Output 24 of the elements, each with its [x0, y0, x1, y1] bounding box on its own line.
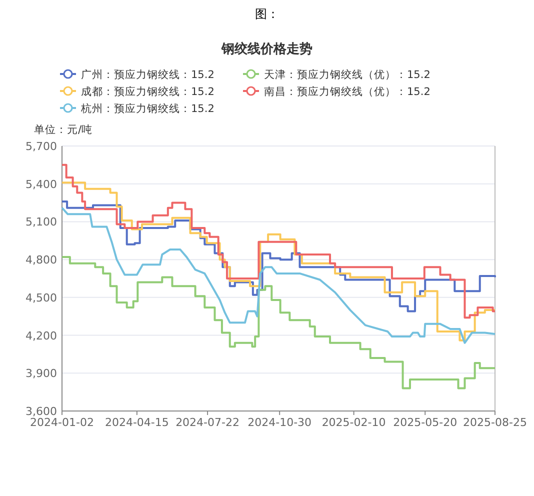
x-tick-label: 2025-02-10	[322, 416, 386, 429]
chart-title: 钢绞线价格走势	[220, 41, 312, 57]
legend-label: 天津：预应力钢绞线（优）：15.2	[264, 68, 430, 81]
y-tick-label: 5,700	[26, 140, 57, 153]
y-tick-label: 3,600	[26, 405, 57, 418]
y-tick-label: 4,200	[26, 329, 57, 342]
x-tick-label: 2024-07-22	[176, 416, 240, 429]
x-tick-label: 2024-01-02	[30, 416, 94, 429]
y-tick-label: 5,100	[26, 216, 57, 229]
legend-label: 广州：预应力钢绞线：15.2	[81, 68, 214, 81]
text: 图：	[255, 7, 279, 21]
legend-label: 成都：预应力钢绞线：15.2	[81, 85, 214, 98]
y-tick-label: 4,800	[26, 254, 57, 267]
x-tick-label: 2024-10-30	[248, 416, 312, 429]
x-tick-label: 2025-05-20	[393, 416, 458, 429]
line-series	[61, 206, 496, 344]
y-axis-title: 单位：元/吨	[34, 123, 93, 136]
y-tick-label: 3,900	[26, 367, 57, 380]
legend-label: 南昌：预应力钢绞线（优）：15.2	[264, 85, 430, 98]
x-tick-label: 2024-04-15	[104, 416, 169, 429]
y-tick-label: 5,400	[26, 178, 57, 191]
legend-label: 杭州：预应力钢绞线：15.2	[80, 102, 214, 115]
y-tick-label: 4,500	[26, 291, 57, 304]
x-tick-label: 2025-08-25	[463, 416, 527, 429]
